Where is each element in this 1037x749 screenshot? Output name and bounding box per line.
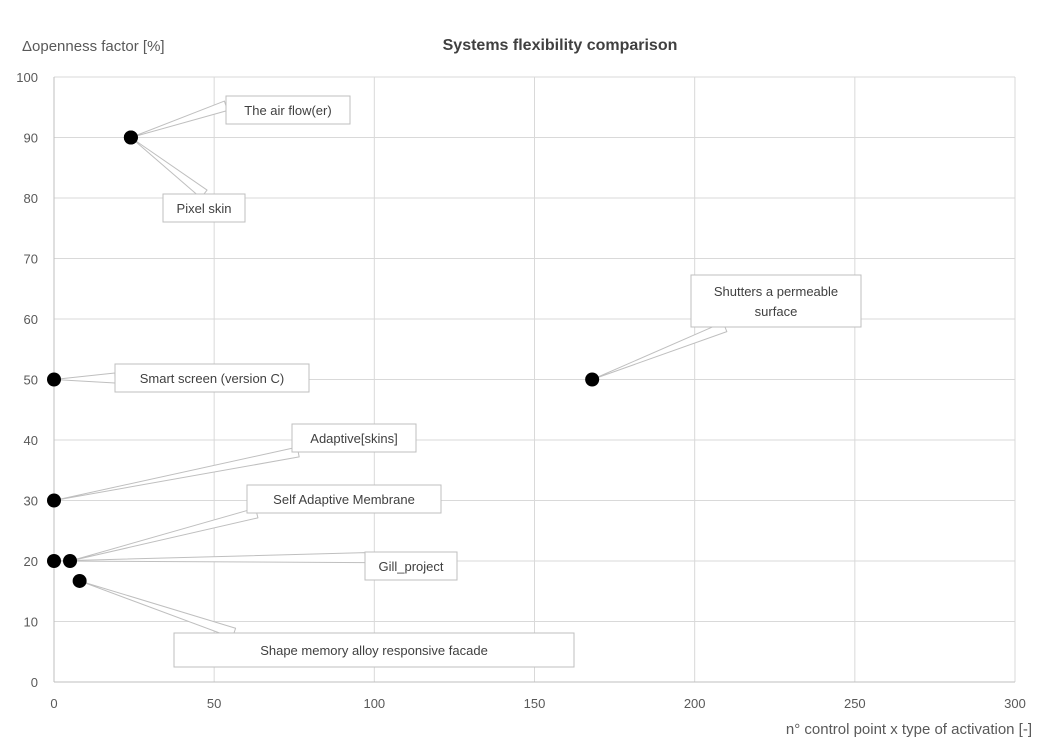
data-point-gill-project <box>47 554 61 568</box>
y-tick-label: 0 <box>31 675 38 690</box>
callouts: The air flow(er) Pixel skin Shutters a per… <box>53 95 862 668</box>
data-label: Shape memory alloy responsive facade <box>260 643 488 658</box>
y-tick-label: 60 <box>24 312 38 327</box>
x-tick-label: 150 <box>524 696 546 711</box>
x-tick-label: 300 <box>1004 696 1026 711</box>
data-points <box>47 130 600 588</box>
callout-pointer <box>79 580 237 639</box>
y-tick-label: 50 <box>24 373 38 388</box>
y-tick-label: 20 <box>24 554 38 569</box>
callout-pointer <box>130 137 208 199</box>
y-axis-title: Δopenness factor [%] <box>22 38 165 55</box>
data-point-pixel-skin <box>123 130 138 145</box>
callout-pointer <box>130 100 229 138</box>
callout-pointer <box>53 372 116 384</box>
y-tick-label: 10 <box>24 615 38 630</box>
data-label: Smart screen (version C) <box>140 371 284 386</box>
callout-pointer <box>69 507 259 562</box>
callout-pointer <box>591 321 728 380</box>
grid <box>54 76 1016 682</box>
x-axis-title: n° control point x type of activation [-… <box>786 721 1032 738</box>
y-tick-label: 80 <box>24 191 38 206</box>
data-label: Gill_project <box>378 559 443 574</box>
callout-box <box>364 551 458 581</box>
x-tick-label: 50 <box>207 696 221 711</box>
x-tick-label: 200 <box>684 696 706 711</box>
data-label: The air flow(er) <box>244 103 331 118</box>
data-point-sma-facade <box>72 573 87 588</box>
y-tick-label: 90 <box>24 131 38 146</box>
data-point-shutters <box>585 372 600 387</box>
data-label: Pixel skin <box>177 201 232 216</box>
chart-title: Systems flexibility comparison <box>443 37 678 54</box>
y-tick-label: 100 <box>16 70 38 85</box>
callout-box <box>246 484 442 514</box>
callout-box <box>690 274 862 328</box>
callout-box <box>291 423 417 453</box>
data-label: surface <box>755 304 798 319</box>
y-tick-label: 40 <box>24 433 38 448</box>
callout-box <box>114 363 310 393</box>
y-tick-label: 30 <box>24 494 38 509</box>
y-tick-label: 70 <box>24 252 38 267</box>
data-point-adaptive-skins <box>47 493 61 508</box>
x-tick-label: 250 <box>844 696 866 711</box>
callout-box <box>173 632 575 668</box>
data-label: Adaptive[skins] <box>310 431 397 446</box>
callout-box <box>225 95 351 125</box>
callout-box <box>162 193 246 223</box>
x-tick-label: 100 <box>363 696 385 711</box>
x-tick-label: 0 <box>50 696 57 711</box>
data-point-smart-screen <box>47 372 61 387</box>
data-label: Shutters a permeable <box>714 284 838 299</box>
data-label: Self Adaptive Membrane <box>273 492 415 507</box>
data-point-self-adaptive <box>63 554 78 568</box>
